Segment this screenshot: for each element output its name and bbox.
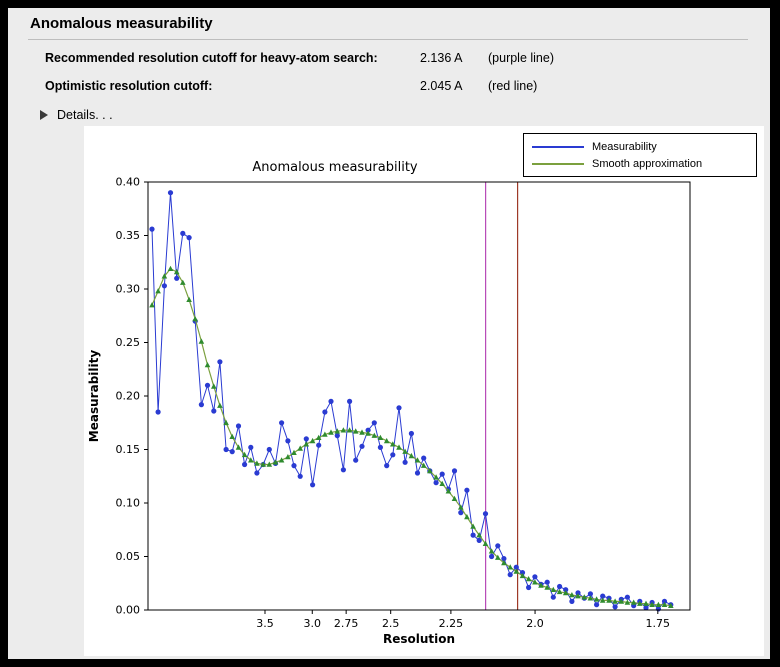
details-toggle[interactable]: Details. . . [40,108,113,122]
legend-label-smooth: Smooth approximation [592,157,703,170]
svg-text:0.10: 0.10 [116,497,141,510]
svg-text:2.25: 2.25 [439,617,464,630]
svg-text:Resolution: Resolution [383,632,455,646]
optimistic-cutoff-label: Optimistic resolution cutoff: [45,79,213,93]
svg-text:0.20: 0.20 [116,390,141,403]
svg-text:3.0: 3.0 [304,617,322,630]
svg-text:3.5: 3.5 [256,617,274,630]
details-label: Details. . . [57,108,113,122]
optimistic-cutoff-row: Optimistic resolution cutoff: 2.045 A (red… [45,79,537,93]
recommended-cutoff-label: Recommended resolution cutoff for heavy-… [45,51,378,65]
svg-text:0.00: 0.00 [116,604,141,617]
legend-line-smooth [532,162,584,165]
svg-text:Measurability: Measurability [87,350,101,443]
svg-text:0.30: 0.30 [116,283,141,296]
svg-text:2.75: 2.75 [334,617,359,630]
svg-text:Anomalous measurability: Anomalous measurability [252,160,418,175]
disclosure-triangle-icon [40,110,48,120]
panel-title: Anomalous measurability [30,15,213,32]
legend-label-measurability: Measurability [592,140,657,153]
svg-text:0.05: 0.05 [116,550,141,563]
recommended-cutoff-note: (purple line) [488,51,555,65]
chart-svg: 0.00 0.05 0.10 0.15 0.20 0.25 0.30 0.35 0.40 3.5 3… [87,160,691,646]
chart-figure: 0.00 0.05 0.10 0.15 0.20 0.25 0.30 0.35 0.40 3.5 3… [84,126,764,656]
svg-text:0.40: 0.40 [116,176,141,189]
optimistic-cutoff-note: (red line) [488,79,538,93]
svg-text:0.25: 0.25 [116,336,141,349]
recommended-cutoff-row: Recommended resolution cutoff for heavy-… [45,51,554,65]
svg-text:2.5: 2.5 [382,617,400,630]
svg-text:0.35: 0.35 [116,229,141,242]
svg-text:1.75: 1.75 [646,617,671,630]
title-separator [28,39,748,40]
chart-legend: Measurability Smooth approximation [523,133,757,177]
anomalous-measurability-panel: Anomalous measurability Recommended reso… [8,8,770,659]
optimistic-cutoff-value: 2.045 A [420,79,463,93]
legend-line-measurability [532,145,584,148]
svg-text:2.0: 2.0 [526,617,544,630]
legend-item-measurability: Measurability [532,138,748,155]
svg-text:0.15: 0.15 [116,443,141,456]
legend-item-smooth: Smooth approximation [532,155,748,172]
recommended-cutoff-value: 2.136 A [420,51,463,65]
